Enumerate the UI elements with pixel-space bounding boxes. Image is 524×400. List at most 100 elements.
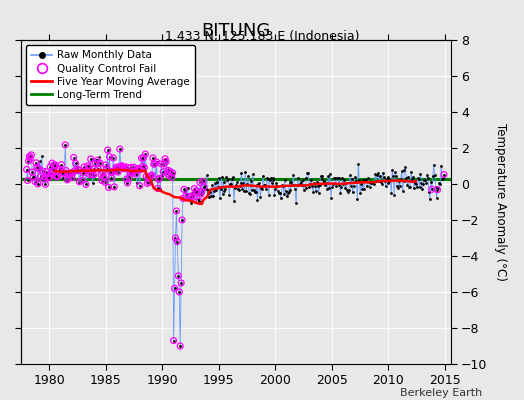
Point <box>91 160 100 166</box>
Point <box>75 179 83 185</box>
Point <box>53 173 62 180</box>
Text: Berkeley Earth: Berkeley Earth <box>400 388 482 398</box>
Point <box>40 174 49 180</box>
Point <box>113 164 121 171</box>
Point <box>79 170 88 176</box>
Point <box>185 194 194 200</box>
Point <box>147 172 155 179</box>
Point <box>190 185 199 192</box>
Point <box>128 170 136 176</box>
Point <box>76 167 84 174</box>
Point <box>138 163 147 170</box>
Point <box>41 181 50 188</box>
Point <box>102 162 110 168</box>
Point <box>161 156 169 162</box>
Point <box>152 159 161 165</box>
Point <box>142 173 150 179</box>
Point <box>433 186 442 193</box>
Point <box>78 177 86 184</box>
Point <box>160 161 168 167</box>
Point <box>56 166 64 172</box>
Point <box>47 170 56 177</box>
Point <box>98 177 106 184</box>
Point <box>162 158 170 165</box>
Point <box>143 180 151 186</box>
Point <box>196 179 204 186</box>
Point <box>164 167 172 174</box>
Point <box>52 174 61 180</box>
Point <box>57 162 66 168</box>
Point <box>149 155 157 161</box>
Point <box>137 155 146 161</box>
Point <box>24 158 32 164</box>
Point <box>179 195 187 202</box>
Point <box>101 179 109 185</box>
Point <box>118 164 127 171</box>
Point <box>129 169 137 175</box>
Point <box>61 142 70 148</box>
Point <box>93 157 102 164</box>
Point <box>157 161 166 167</box>
Point <box>84 163 92 169</box>
Point <box>126 169 135 176</box>
Point <box>132 171 140 177</box>
Point <box>150 160 159 167</box>
Point <box>196 191 205 197</box>
Point <box>24 177 32 184</box>
Point <box>116 146 124 152</box>
Point <box>105 154 114 160</box>
Point <box>94 166 102 172</box>
Point <box>124 164 133 171</box>
Point <box>63 176 71 183</box>
Point <box>32 160 40 166</box>
Point <box>175 289 183 295</box>
Point <box>89 172 97 178</box>
Point <box>74 166 83 173</box>
Point <box>193 190 201 196</box>
Title: BITUNG: BITUNG <box>201 22 270 40</box>
Point <box>103 147 112 153</box>
Point <box>134 166 142 172</box>
Point <box>127 164 135 170</box>
Point <box>42 168 51 175</box>
Point <box>60 170 69 176</box>
Point <box>46 164 54 170</box>
Point <box>145 179 154 186</box>
Point <box>26 155 35 161</box>
Point <box>48 160 56 166</box>
Point <box>428 186 436 192</box>
Point <box>440 171 448 178</box>
Point <box>174 273 182 279</box>
Point <box>171 235 180 241</box>
Point <box>31 178 39 185</box>
Legend: Raw Monthly Data, Quality Control Fail, Five Year Moving Average, Long-Term Tren: Raw Monthly Data, Quality Control Fail, … <box>26 45 195 105</box>
Point <box>108 168 116 175</box>
Point <box>23 166 31 173</box>
Point <box>70 168 79 174</box>
Point <box>86 156 95 162</box>
Point <box>45 174 53 180</box>
Point <box>70 154 78 161</box>
Point <box>44 175 52 181</box>
Point <box>103 166 111 172</box>
Point <box>170 285 179 292</box>
Point <box>172 208 181 214</box>
Point <box>187 193 195 199</box>
Point <box>96 160 104 166</box>
Point <box>146 174 154 180</box>
Point <box>195 198 203 205</box>
Y-axis label: Temperature Anomaly (°C): Temperature Anomaly (°C) <box>494 123 507 281</box>
Point <box>117 163 126 169</box>
Point <box>49 167 57 174</box>
Point <box>84 165 93 171</box>
Point <box>155 175 163 182</box>
Point <box>33 164 41 170</box>
Point <box>62 167 70 174</box>
Point <box>135 166 143 172</box>
Point <box>180 186 188 193</box>
Point <box>136 166 145 173</box>
Point <box>198 188 206 195</box>
Point <box>131 168 139 174</box>
Point <box>115 164 123 170</box>
Point <box>39 176 48 182</box>
